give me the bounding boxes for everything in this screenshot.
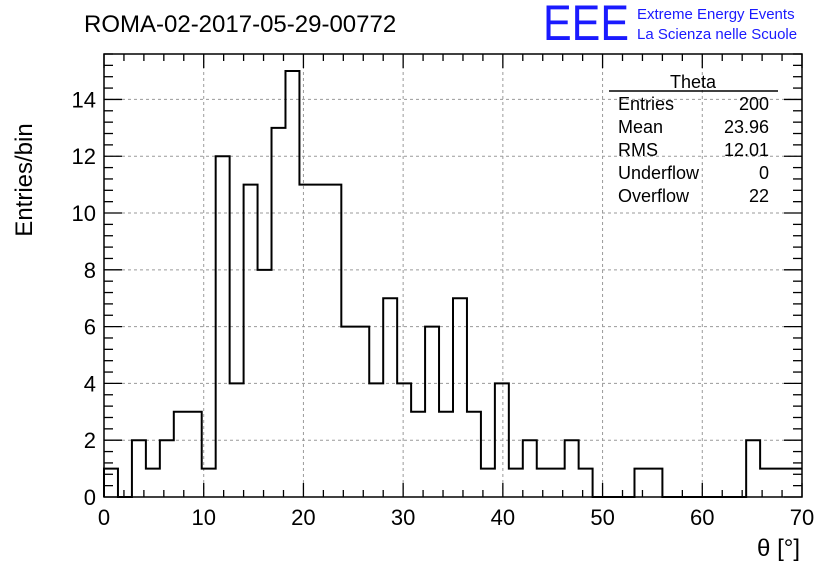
x-tick-labels: 0 10 20 30 40 50 60 70: [98, 505, 814, 530]
histogram-bin: [272, 128, 286, 497]
histogram-bin: [453, 298, 467, 497]
histogram-bin: [216, 156, 230, 497]
histogram-bin: [509, 469, 523, 497]
y-tick-labels: 0 2 4 6 8 10 12 14: [72, 87, 96, 510]
histogram-bin: [341, 327, 355, 497]
x-tick-label: 0: [98, 505, 110, 530]
x-axis-title: θ [°]: [757, 535, 800, 562]
axis-ticks: [103, 53, 803, 498]
x-tick-label: 70: [790, 505, 814, 530]
y-tick-label: 14: [72, 87, 96, 112]
histogram-bin: [299, 185, 313, 497]
x-tick-label: 30: [391, 505, 415, 530]
histogram-bin: [327, 185, 341, 497]
stats-row-label: Overflow: [618, 186, 690, 206]
histogram-bin: [467, 412, 481, 497]
histogram-bin: [565, 440, 579, 497]
eee-logo: EEE Extreme Energy Events La Scienza nel…: [543, 0, 797, 51]
stats-row-label: RMS: [618, 140, 658, 160]
logo-line-2: La Scienza nelle Scuole: [637, 26, 797, 43]
histogram-bin: [579, 469, 593, 497]
histogram: [103, 70, 802, 498]
x-tick-label: 20: [291, 505, 315, 530]
stats-box-title: Theta: [670, 72, 717, 92]
histogram-bin: [174, 412, 188, 497]
stats-row-value: 12.01: [724, 140, 769, 160]
stats-row-label: Underflow: [618, 163, 700, 183]
histogram-bin: [258, 270, 272, 497]
x-tick-label: 40: [491, 505, 515, 530]
histogram-outline: [103, 70, 802, 498]
y-axis-title: Entries/bin: [11, 123, 38, 236]
plot-frame: [103, 53, 803, 498]
histogram-bin: [774, 469, 788, 497]
x-tick-label: 60: [690, 505, 714, 530]
histogram-bin: [244, 185, 258, 497]
histogram-bin: [383, 298, 397, 497]
histogram-bin: [634, 469, 648, 497]
y-tick-label: 8: [84, 258, 96, 283]
stats-row-value: 0: [759, 163, 769, 183]
histogram-bin: [285, 71, 299, 497]
histogram-bin: [537, 469, 551, 497]
stats-row-label: Entries: [618, 94, 674, 114]
histogram-bin: [188, 412, 202, 497]
chart-title: ROMA-02-2017-05-29-00772: [84, 11, 396, 38]
histogram-bin: [104, 469, 118, 497]
histogram-bin: [146, 469, 160, 497]
logo-letters: EEE: [543, 0, 629, 51]
histogram-bin: [411, 412, 425, 497]
stats-row-label: Mean: [618, 117, 663, 137]
histogram-bin: [355, 327, 369, 497]
x-tick-label: 50: [590, 505, 614, 530]
stats-row-value: 22: [749, 186, 769, 206]
histogram-bin: [425, 327, 439, 497]
stats-box: Theta Entries 200 Mean 23.96 RMS 12.01 Underfl…: [609, 72, 778, 206]
histogram-bin: [160, 440, 174, 497]
histogram-bin: [746, 440, 760, 497]
y-tick-label: 4: [84, 371, 96, 396]
histogram-bin: [313, 185, 327, 497]
logo-line-1: Extreme Energy Events: [637, 6, 795, 23]
histogram-bin: [788, 469, 802, 497]
y-tick-label: 2: [84, 428, 96, 453]
y-tick-label: 12: [72, 144, 96, 169]
histogram-bin: [132, 440, 146, 497]
x-tick-label: 10: [191, 505, 215, 530]
stats-row-value: 23.96: [724, 117, 769, 137]
stats-rows: Entries 200 Mean 23.96 RMS 12.01 Underflow 0 Ove…: [618, 94, 769, 206]
y-tick-label: 0: [84, 485, 96, 510]
histogram-bin: [648, 469, 662, 497]
y-tick-label: 10: [72, 201, 96, 226]
histogram-bin: [523, 440, 537, 497]
histogram-bin: [439, 412, 453, 497]
y-tick-label: 6: [84, 315, 96, 340]
grid: [104, 54, 802, 497]
stats-row-value: 200: [739, 94, 769, 114]
